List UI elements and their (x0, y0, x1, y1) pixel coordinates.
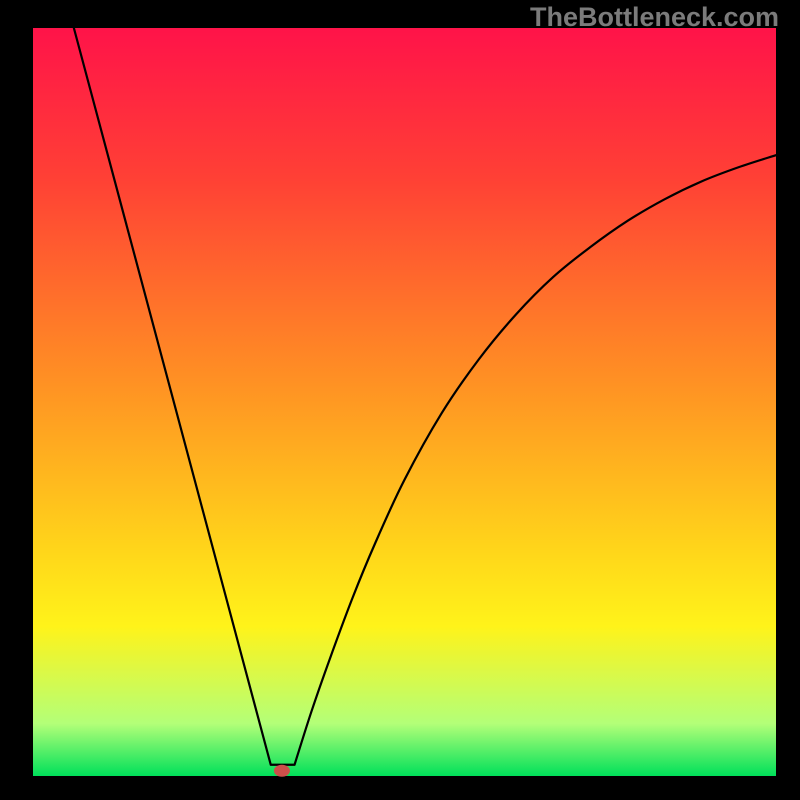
minimum-dot-marker (274, 765, 290, 777)
outer-frame: TheBottleneck.com (0, 0, 800, 800)
watermark-text: TheBottleneck.com (530, 2, 779, 33)
bottleneck-curve (33, 28, 776, 776)
gradient-plot-area (33, 28, 776, 776)
curve-line (74, 28, 776, 765)
